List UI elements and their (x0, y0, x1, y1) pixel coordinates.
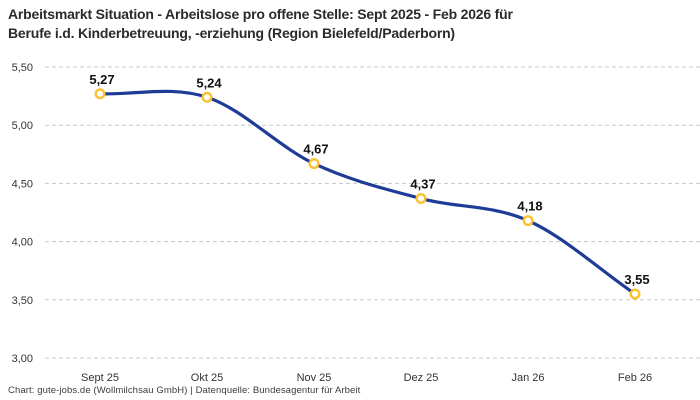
x-tick-label: Sept 25 (81, 372, 119, 384)
data-point-label: 4,37 (410, 177, 435, 192)
data-point-marker (415, 193, 427, 205)
y-tick-label: 4,00 (12, 237, 33, 249)
x-tick-label: Feb 26 (618, 372, 652, 384)
chart-title: Arbeitsmarkt Situation - Arbeitslose pro… (8, 5, 513, 43)
data-point-marker (629, 288, 641, 300)
y-tick-label: 5,50 (12, 62, 33, 74)
x-tick-label: Jan 26 (511, 372, 544, 384)
x-tick-label: Nov 25 (297, 372, 332, 384)
data-point-label: 3,55 (624, 272, 649, 287)
data-point-label: 4,67 (303, 142, 328, 157)
chart-footer: Chart: gute-jobs.de (Wollmilchsau GmbH) … (8, 385, 361, 396)
y-tick-label: 3,00 (12, 353, 33, 365)
x-tick-label: Dez 25 (404, 372, 439, 384)
chart-title-line1: Arbeitsmarkt Situation - Arbeitslose pro… (8, 6, 513, 22)
y-tick-label: 4,50 (12, 178, 33, 190)
x-tick-label: Okt 25 (191, 372, 223, 384)
data-point-label: 5,24 (196, 75, 222, 90)
y-tick-label: 5,00 (12, 120, 33, 132)
data-point-marker (201, 91, 213, 103)
chart-title-line2: Berufe i.d. Kinderbetreuung, -erziehung … (8, 25, 455, 41)
series-line (98, 89, 637, 296)
data-point-marker (308, 158, 320, 170)
data-point-label: 4,18 (517, 199, 542, 214)
data-point-label: 5,27 (89, 72, 114, 87)
y-tick-label: 3,50 (12, 295, 33, 307)
data-point-marker (522, 215, 534, 227)
data-point-marker (94, 88, 106, 100)
